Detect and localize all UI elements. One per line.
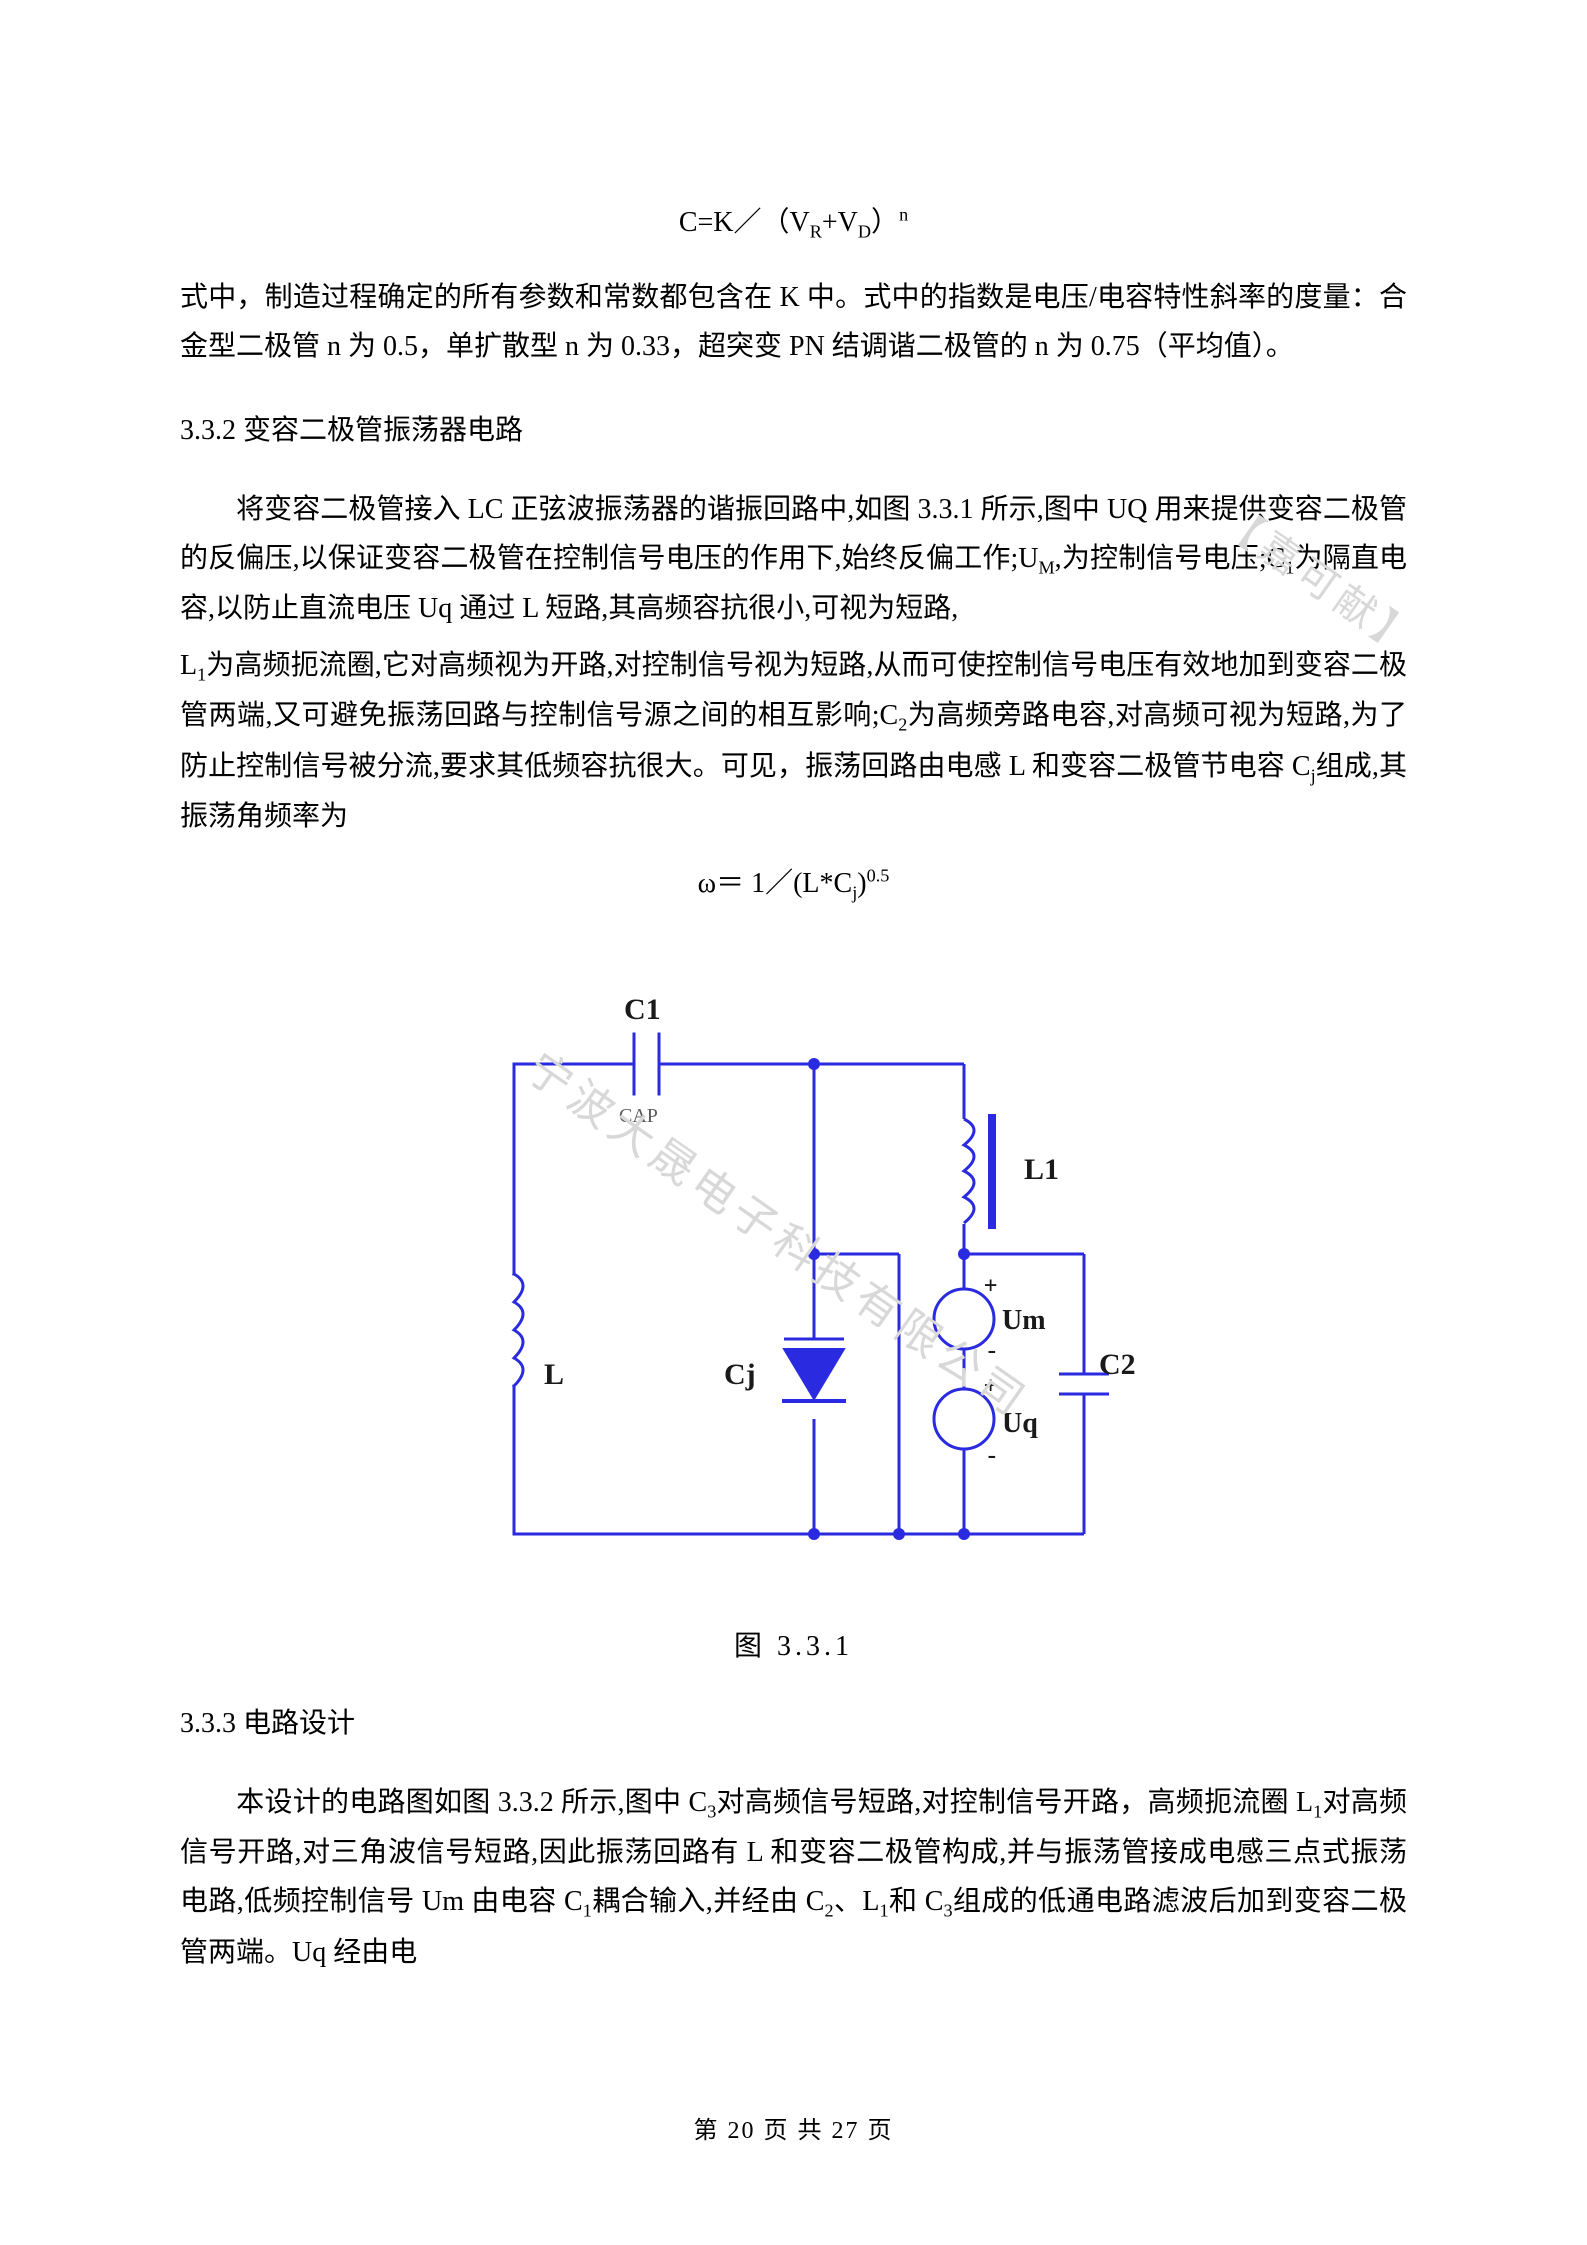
heading-333: 3.3.3 电路设计 [180, 1699, 1407, 1748]
svg-text:-: - [984, 1441, 1000, 1471]
paragraph-3: L1为高频扼流圈,它对高频视为开路,对控制信号视为短路,从而可使控制信号电压有效… [180, 641, 1407, 841]
heading-332: 3.3.2 变容二极管振荡器电路 [180, 406, 1407, 455]
figure-331: + - + - C1 CAP L1 L Cj Um Uq C2 图 3.3.1 [180, 954, 1407, 1664]
formula-capacitance: C=K／（VR+VD）n [180, 200, 1407, 243]
svg-text:Cj: Cj [724, 1358, 756, 1391]
svg-text:L: L [544, 1358, 564, 1391]
svg-text:L1: L1 [1024, 1153, 1059, 1186]
formula-omega: ω＝ 1／(L*Cj)0.5 [180, 861, 1407, 904]
svg-text:+: + [984, 1273, 997, 1298]
svg-text:CAP: CAP [619, 1105, 658, 1127]
svg-text:Uq: Uq [1002, 1408, 1038, 1439]
page-footer: 第 20 页 共 27 页 [0, 2110, 1587, 2145]
svg-text:C2: C2 [1099, 1348, 1136, 1381]
paragraph-1: 式中，制造过程确定的所有参数和常数都包含在 K 中。式中的指数是电压/电容特性斜… [180, 273, 1407, 371]
paragraph-2: 将变容二极管接入 LC 正弦波振荡器的谐振回路中,如图 3.3.1 所示,图中 … [180, 485, 1407, 633]
paragraph-4: 本设计的电路图如图 3.3.2 所示,图中 C3对高频信号短路,对控制信号开路，… [180, 1778, 1407, 1977]
svg-text:+: + [984, 1373, 997, 1398]
svg-text:C1: C1 [624, 993, 661, 1026]
svg-text:Um: Um [1002, 1305, 1046, 1336]
circuit-diagram: + - + - C1 CAP L1 L Cj Um Uq C2 [444, 954, 1144, 1604]
svg-text:-: - [984, 1336, 1000, 1366]
figure-caption: 图 3.3.1 [734, 1624, 853, 1664]
